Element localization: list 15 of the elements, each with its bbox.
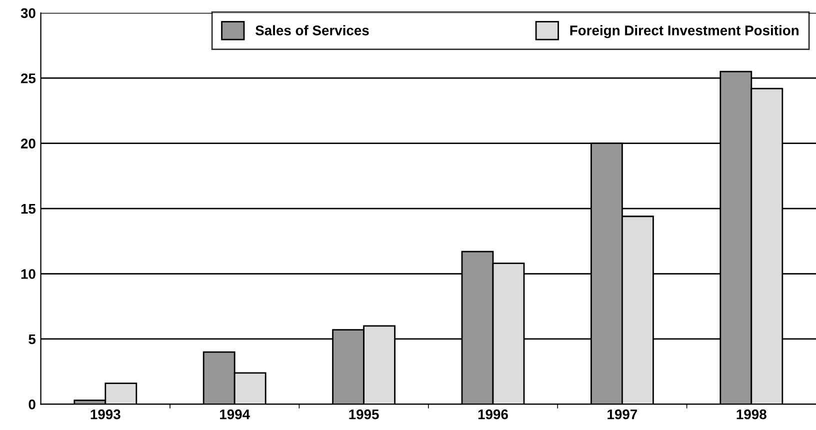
legend-label: Foreign Direct Investment Position	[570, 25, 798, 38]
y-tick-label: 15	[21, 204, 36, 214]
x-tick-label: 1997	[608, 409, 638, 420]
y-tick-label: 25	[20, 73, 36, 84]
x-tick-label: 1998	[736, 409, 766, 420]
legend-label: Sales of Services	[256, 25, 369, 36]
x-tick-label: 1995	[349, 409, 379, 420]
y-tick-label: 0	[28, 400, 36, 410]
x-tick-label: 1996	[478, 409, 508, 420]
x-tick-label: 1993	[90, 409, 120, 420]
x-tick-label: 1994	[220, 409, 250, 420]
y-tick-label: 5	[28, 334, 36, 344]
y-tick-label: 20	[20, 138, 36, 149]
y-tick-label: 30	[20, 8, 36, 18]
y-tick-label: 10	[21, 269, 36, 279]
